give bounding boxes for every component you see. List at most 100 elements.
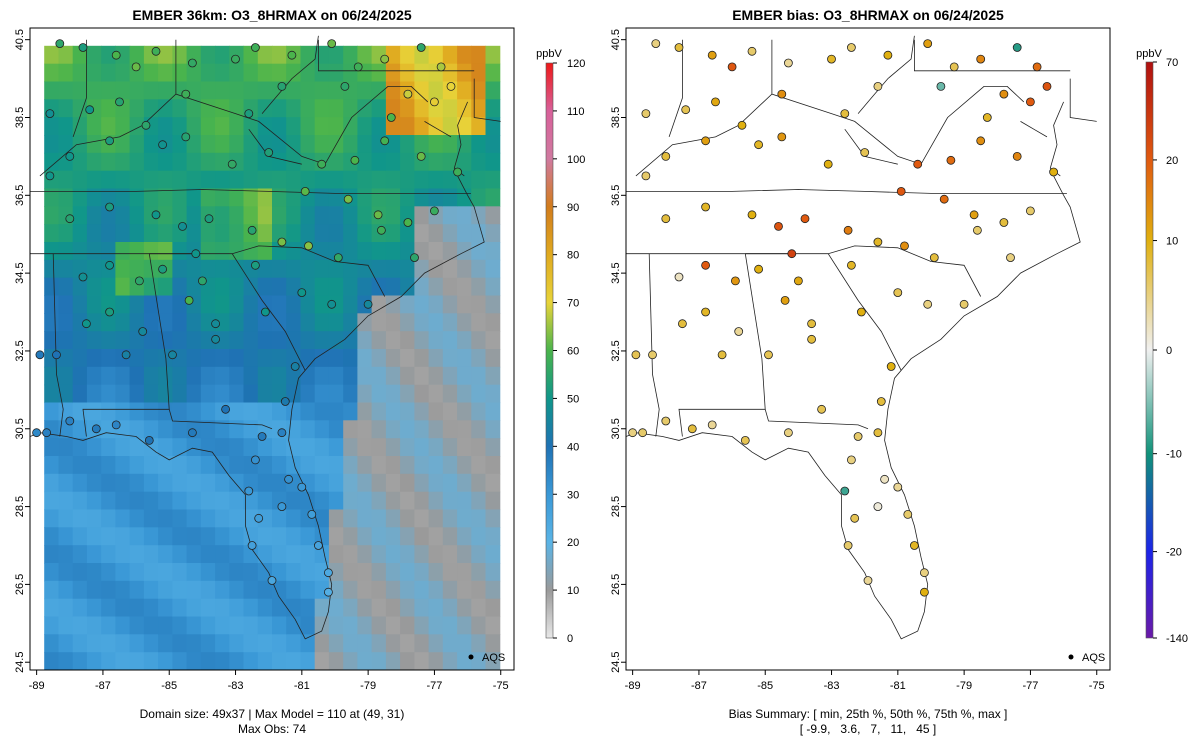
- station-marker: [151, 46, 161, 56]
- grid-cell: [158, 99, 173, 118]
- station-marker: [333, 253, 343, 263]
- grid-cell: [158, 456, 173, 475]
- grid-cell: [86, 563, 102, 582]
- grid-cell: [44, 117, 59, 136]
- grid-cell: [414, 206, 430, 225]
- grid-cell: [485, 563, 501, 582]
- grid-cell: [428, 295, 444, 314]
- bias-marker: [631, 350, 641, 360]
- grid-cell: [457, 509, 472, 528]
- grid-cell: [101, 313, 116, 332]
- station-marker: [287, 50, 297, 60]
- grid-cell: [86, 45, 102, 65]
- grid-cell: [385, 259, 401, 279]
- grid-cell: [72, 545, 88, 564]
- grid-cell: [400, 349, 415, 368]
- grid-cell: [357, 384, 373, 404]
- grid-cell: [143, 313, 159, 332]
- grid-cell: [357, 117, 373, 136]
- grid-cell: [44, 135, 59, 154]
- grid-cell: [172, 598, 188, 618]
- grid-cell: [485, 545, 501, 564]
- grid-cell: [257, 634, 273, 653]
- bias-marker: [707, 50, 717, 60]
- grid-cell: [485, 99, 501, 118]
- grid-cell: [300, 652, 316, 670]
- grid-cell: [158, 616, 173, 635]
- grid-cell: [115, 563, 131, 582]
- grid-cell: [357, 349, 373, 368]
- grid-cell: [143, 384, 159, 404]
- grid-cell: [215, 509, 230, 528]
- grid-cell: [457, 366, 472, 386]
- grid-cell: [72, 402, 88, 421]
- grid-cell: [200, 652, 216, 670]
- grid-cell: [58, 135, 74, 154]
- grid-cell: [115, 598, 131, 618]
- grid-cell: [158, 509, 173, 528]
- grid-cell: [371, 652, 387, 670]
- grid-cell: [229, 616, 245, 635]
- grid-cell: [400, 527, 415, 546]
- bias-marker: [747, 46, 757, 56]
- grid-cell: [357, 99, 373, 118]
- grid-cell: [485, 224, 501, 243]
- grid-cell: [286, 491, 301, 511]
- grid-cell: [457, 527, 472, 546]
- grid-cell: [86, 188, 102, 207]
- grid-cell: [471, 545, 487, 564]
- grid-cell: [186, 331, 202, 350]
- grid-cell: [158, 117, 173, 136]
- bias-marker: [873, 428, 883, 438]
- grid-cell: [129, 456, 145, 475]
- grid-cell: [414, 545, 430, 564]
- x-tick-label: -79: [956, 680, 972, 692]
- grid-cell: [44, 81, 59, 100]
- grid-cell: [485, 598, 501, 618]
- grid-cell: [428, 634, 444, 653]
- grid-cell: [371, 420, 387, 439]
- grid-cell: [272, 295, 287, 314]
- grid-cell: [300, 259, 316, 279]
- grid-cell: [72, 473, 88, 493]
- grid-cell: [485, 45, 501, 65]
- grid-cell: [86, 509, 102, 528]
- grid-cell: [243, 242, 259, 261]
- grid-cell: [44, 634, 59, 653]
- grid-cell: [172, 580, 188, 600]
- grid-cell: [200, 616, 216, 635]
- grid-cell: [229, 491, 245, 511]
- grid-cell: [314, 206, 330, 225]
- grid-cell: [143, 188, 159, 207]
- y-tick-label: 40.5: [14, 29, 26, 50]
- grid-cell: [200, 152, 216, 172]
- station-marker: [327, 39, 337, 48]
- bias-marker: [959, 299, 969, 309]
- bias-marker: [807, 319, 816, 329]
- grid-cell: [343, 135, 358, 154]
- grid-cell: [129, 563, 145, 582]
- grid-cell: [243, 545, 259, 564]
- grid-cell: [229, 331, 245, 350]
- grid-cell: [400, 366, 415, 386]
- grid-cell: [457, 45, 472, 65]
- grid-cell: [44, 313, 59, 332]
- grid-cell: [129, 634, 145, 653]
- grid-cell: [243, 206, 259, 225]
- border-line: [1020, 121, 1048, 138]
- grid-cell: [428, 349, 444, 368]
- bias-marker: [661, 214, 671, 224]
- station-marker: [250, 43, 260, 52]
- grid-cell: [229, 509, 245, 528]
- grid-cell: [314, 473, 330, 493]
- grid-cell: [158, 563, 173, 582]
- grid-cell: [243, 135, 259, 154]
- grid-cell: [158, 224, 173, 243]
- grid-cell: [400, 652, 415, 670]
- grid-cell: [428, 509, 444, 528]
- grid-cell: [58, 384, 74, 404]
- grid-cell: [129, 135, 145, 154]
- grid-cell: [343, 616, 358, 635]
- grid-cell: [400, 224, 415, 243]
- grid-cell: [385, 63, 401, 83]
